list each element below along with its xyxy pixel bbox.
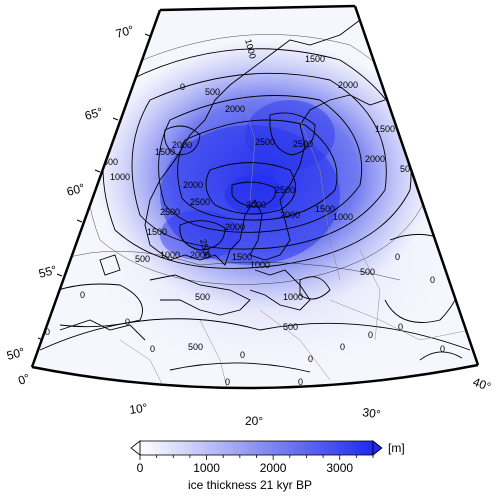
longitude-labels: 0° 10° 20° 30° 40° — [16, 371, 493, 428]
contour-label: 0 — [125, 317, 130, 327]
latitude-labels: 70° 65° 60° 55° 50° — [5, 23, 135, 363]
colorbar-triangle-left — [130, 440, 141, 456]
colorbar-tick-label: 3000 — [326, 461, 353, 475]
contour-label: 2000 — [280, 210, 300, 220]
contour-label: 1500 — [147, 227, 167, 237]
contour-label: 1500 — [375, 124, 395, 134]
contour-label: 2500 — [255, 137, 275, 147]
contour-label: 1500 — [315, 204, 335, 214]
contour-label: 1500 — [395, 90, 415, 100]
contour-label: 500 — [205, 87, 220, 97]
contour-label: 2000 — [190, 250, 210, 260]
lon-label: 30° — [362, 405, 382, 421]
colorbar-label: ice thickness 21 kyr BP — [188, 478, 312, 492]
contour-label: 2000 — [338, 80, 358, 90]
contour-label: 0 — [308, 354, 313, 364]
contour-label: 0 — [395, 252, 400, 262]
contour-label: 3000 — [246, 200, 266, 210]
colorbar-tick-label: 0 — [137, 461, 144, 475]
contour-label: 2000 — [183, 180, 203, 190]
contour-label: 500 — [283, 322, 298, 332]
colorbar: 0 1000 2000 3000 [m] ice thickness 21 ky… — [130, 440, 405, 492]
contour-label: 0 — [80, 290, 85, 300]
contour-label: 0 — [150, 344, 155, 354]
contour-label: 2000 — [365, 154, 385, 164]
contour-label: 0 — [298, 377, 303, 387]
contour-label: 1500 — [232, 252, 252, 262]
contour-label: 0 — [58, 252, 63, 262]
contour-label: 2000 — [172, 140, 192, 150]
contour-label: 2500 — [190, 197, 210, 207]
lat-label: 65° — [83, 105, 104, 123]
colorbar-tick-label: 1000 — [193, 461, 220, 475]
contour-label: 1000 — [160, 250, 180, 260]
colorbar-tick-label: 2000 — [260, 461, 287, 475]
lat-label: 60° — [65, 181, 86, 199]
contour-label: 1500 — [305, 54, 325, 64]
contour-label: 500 — [400, 164, 415, 174]
lat-label: 55° — [37, 263, 58, 281]
contour-label: 0 — [398, 322, 403, 332]
contour-label: 2500 — [293, 139, 313, 149]
lat-label: 70° — [114, 23, 135, 41]
lon-label: 20° — [245, 414, 263, 428]
contour-label: 2500 — [275, 185, 295, 195]
contour-label: 1000 — [250, 260, 270, 270]
contour-label: 500 — [360, 267, 375, 277]
contour-label: 1500 — [155, 147, 175, 157]
contour-label: 2000 — [225, 222, 245, 232]
contour-label: 1000 — [110, 172, 130, 182]
contour-label: 0 — [440, 344, 445, 354]
lon-label: 10° — [128, 401, 148, 417]
lon-label: 0° — [16, 371, 32, 388]
country-borders — [119, 89, 471, 389]
colorbar-unit: [m] — [388, 441, 405, 455]
contour-label: 1000 — [283, 292, 303, 302]
contour-label: 500 — [188, 342, 203, 352]
colorbar-triangle-right — [372, 440, 383, 456]
map-frame — [30, 4, 480, 390]
contour-label: 0 — [340, 342, 345, 352]
contour-label: 1000 — [333, 212, 353, 222]
contour-label: 0 — [45, 327, 50, 337]
contour-label: 0 — [368, 330, 373, 340]
contour-label: 0 — [180, 82, 185, 92]
contour-label: 500 — [195, 292, 210, 302]
contour-label: 500 — [135, 254, 150, 264]
contour-label: 2500 — [160, 207, 180, 217]
contour-label: 0 — [430, 275, 435, 285]
lon-label: 40° — [471, 375, 493, 394]
contour-label: 0 — [225, 377, 230, 387]
contour-label: 0 — [240, 350, 245, 360]
colorbar-gradient — [139, 440, 374, 456]
contour-labels: 1000 1500 1500 500 2000 1500 2500 2000 2… — [45, 38, 445, 387]
contour-label: 2000 — [225, 104, 245, 114]
contour-label: 0 — [115, 40, 120, 50]
coastlines — [59, 19, 386, 341]
contour-label: 500 — [103, 157, 118, 167]
lat-label: 50° — [5, 345, 26, 363]
